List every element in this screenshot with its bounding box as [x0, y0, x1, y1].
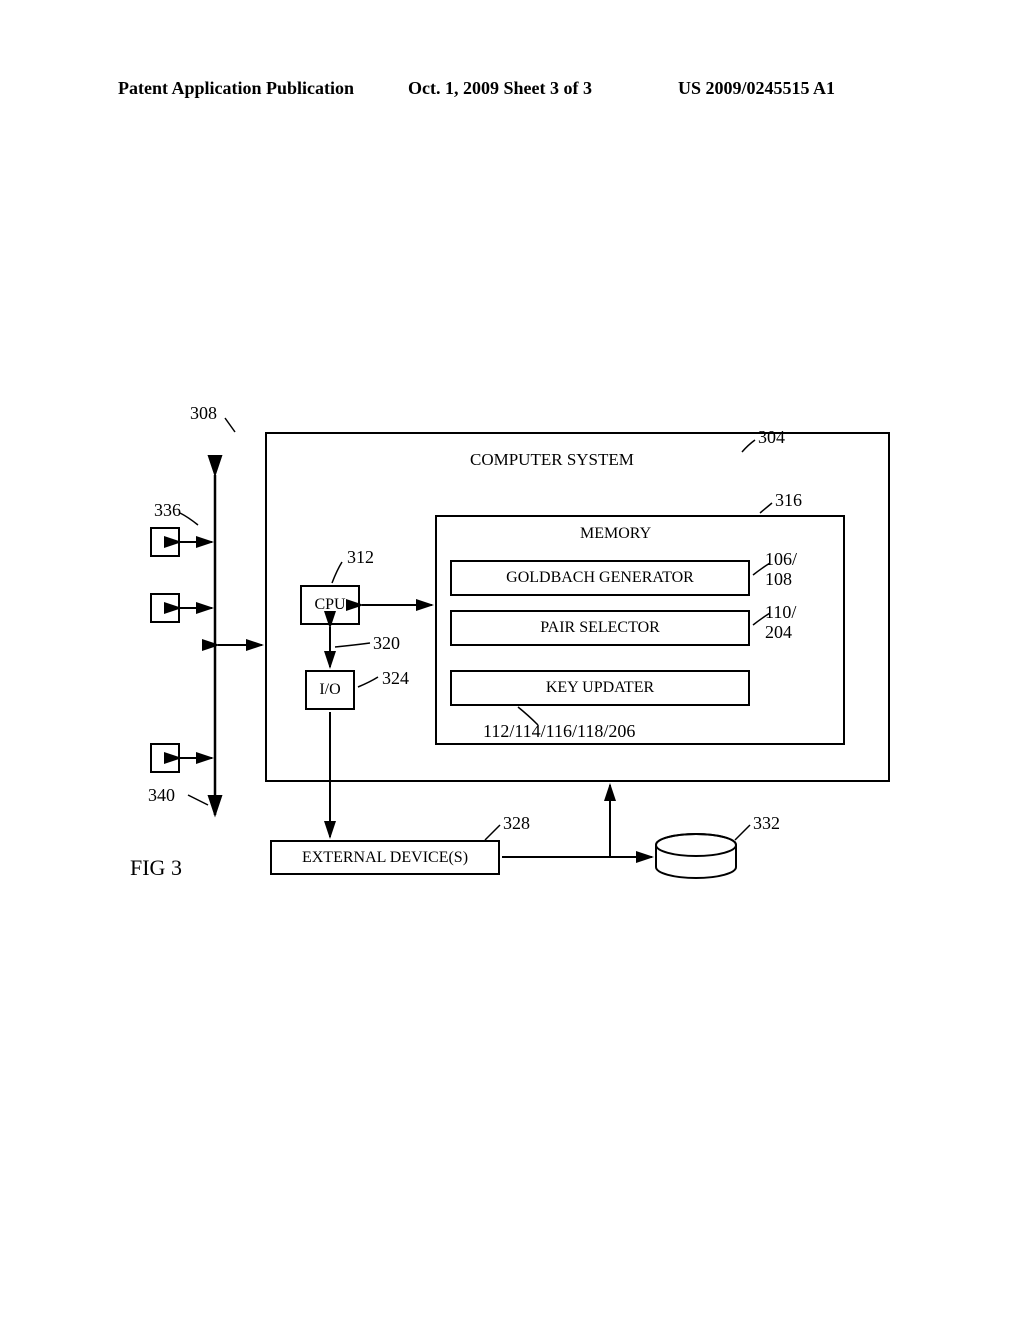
external-devices-box: EXTERNAL DEVICE(S)	[270, 840, 500, 875]
ref-106-108: 106/ 108	[765, 550, 797, 590]
page: Patent Application Publication Oct. 1, 2…	[0, 0, 1024, 1320]
io-label: I/O	[319, 681, 340, 699]
cpu-label: CPU	[314, 596, 345, 614]
pair-selector-box: PAIR SELECTOR	[450, 610, 750, 646]
figure-3-diagram: COMPUTER SYSTEM MEMORY GOLDBACH GENERATO…	[130, 385, 900, 895]
key-updater-label: KEY UPDATER	[546, 679, 654, 697]
left-box-3	[150, 743, 180, 773]
ref-320: 320	[373, 633, 400, 654]
cpu-box: CPU	[300, 585, 360, 625]
header-left: Patent Application Publication	[118, 78, 354, 99]
ref-304: 304	[758, 427, 785, 448]
goldbach-generator-label: GOLDBACH GENERATOR	[506, 569, 694, 587]
header-right: US 2009/0245515 A1	[678, 78, 835, 99]
ref-110-204: 110/ 204	[765, 603, 796, 643]
figure-label: FIG 3	[130, 855, 182, 881]
goldbach-generator-box: GOLDBACH GENERATOR	[450, 560, 750, 596]
computer-system-title: COMPUTER SYSTEM	[470, 450, 634, 470]
pair-selector-label: PAIR SELECTOR	[540, 619, 660, 637]
key-updater-box: KEY UPDATER	[450, 670, 750, 706]
external-devices-label: EXTERNAL DEVICE(S)	[302, 849, 468, 867]
ref-324: 324	[382, 668, 409, 689]
header-center: Oct. 1, 2009 Sheet 3 of 3	[408, 78, 592, 99]
left-box-2	[150, 593, 180, 623]
storage-cylinder-icon	[655, 833, 737, 883]
ref-336: 336	[154, 500, 181, 521]
ref-key-updater: 112/114/116/118/206	[483, 721, 635, 742]
left-box-1	[150, 527, 180, 557]
io-box: I/O	[305, 670, 355, 710]
ref-312: 312	[347, 547, 374, 568]
ref-340: 340	[148, 785, 175, 806]
memory-title: MEMORY	[580, 525, 651, 543]
ref-328: 328	[503, 813, 530, 834]
ref-332: 332	[753, 813, 780, 834]
ref-308: 308	[190, 403, 217, 424]
ref-316: 316	[775, 490, 802, 511]
